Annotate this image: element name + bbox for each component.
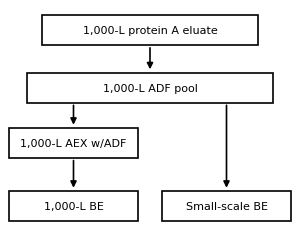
FancyBboxPatch shape: [9, 191, 138, 221]
Text: Small-scale BE: Small-scale BE: [185, 201, 268, 211]
FancyBboxPatch shape: [27, 73, 273, 103]
Text: 1,000-L protein A eluate: 1,000-L protein A eluate: [82, 26, 218, 36]
FancyBboxPatch shape: [162, 191, 291, 221]
Text: 1,000-L BE: 1,000-L BE: [44, 201, 104, 211]
FancyBboxPatch shape: [42, 16, 258, 46]
FancyBboxPatch shape: [9, 128, 138, 158]
Text: 1,000-L AEX w/ADF: 1,000-L AEX w/ADF: [20, 138, 127, 148]
Text: 1,000-L ADF pool: 1,000-L ADF pool: [103, 83, 197, 93]
